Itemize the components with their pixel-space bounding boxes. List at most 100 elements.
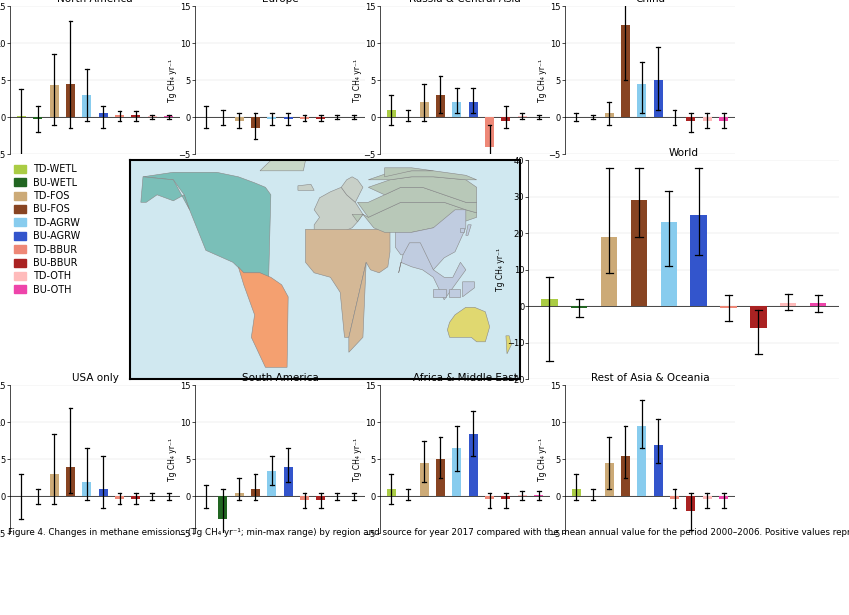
Bar [621,456,630,496]
Polygon shape [447,308,490,342]
Polygon shape [506,336,511,354]
Bar [485,496,494,499]
Bar [686,117,695,121]
Title: Africa & Middle East: Africa & Middle East [413,373,517,383]
Bar [621,25,630,117]
Y-axis label: Tg CH₄ yr⁻¹: Tg CH₄ yr⁻¹ [168,438,177,481]
Text: Figure 4. Changes in methane emissions (Tg CH₄ yr⁻¹; min-max range) by region an: Figure 4. Changes in methane emissions (… [8,528,849,537]
Bar [387,109,396,117]
Polygon shape [143,172,271,277]
Polygon shape [399,243,466,300]
Polygon shape [466,225,471,236]
Bar [719,496,728,499]
Bar [82,95,92,117]
Polygon shape [368,171,476,180]
Title: Rest of Asia & Oceania: Rest of Asia & Oceania [591,373,709,383]
Bar [810,303,826,306]
Y-axis label: Tg CH₄ yr⁻¹: Tg CH₄ yr⁻¹ [168,58,177,101]
Polygon shape [460,228,464,232]
Polygon shape [433,289,447,297]
Bar [115,115,124,117]
Bar [387,489,396,496]
Bar [284,467,293,496]
Bar [82,482,92,496]
Bar [703,117,711,121]
Polygon shape [341,177,363,202]
Bar [33,117,42,119]
Title: USA only: USA only [71,373,119,383]
Bar [419,463,429,496]
Bar [234,117,244,121]
Bar [98,489,108,496]
Polygon shape [448,289,460,297]
Bar [534,495,543,496]
Title: South America: South America [242,373,318,383]
Y-axis label: Tg CH₄ yr⁻¹: Tg CH₄ yr⁻¹ [497,248,505,292]
Bar [654,445,663,496]
Bar [638,426,646,496]
Bar [234,493,244,496]
Bar [638,84,646,117]
Bar [686,496,695,511]
Bar [66,467,75,496]
Polygon shape [396,210,466,270]
Polygon shape [260,161,306,171]
Bar [469,102,478,117]
Polygon shape [385,168,433,177]
Bar [49,85,59,117]
Bar [631,200,647,306]
Bar [502,496,510,499]
Bar [518,116,526,117]
Bar [436,459,445,496]
Title: Europe: Europe [261,0,298,4]
Polygon shape [463,282,475,297]
Bar [469,434,478,496]
Polygon shape [357,188,476,217]
Bar [132,496,140,499]
Y-axis label: Tg CH₄ yr⁻¹: Tg CH₄ yr⁻¹ [353,58,363,101]
Y-axis label: Tg CH₄ yr⁻¹: Tg CH₄ yr⁻¹ [538,58,548,101]
Y-axis label: Tg CH₄ yr⁻¹: Tg CH₄ yr⁻¹ [538,438,548,481]
Bar [453,448,461,496]
Polygon shape [298,184,314,190]
Polygon shape [239,267,288,367]
Bar [751,306,767,328]
Bar [132,115,140,117]
Bar [604,113,614,117]
Bar [300,117,309,119]
Bar [419,102,429,117]
Bar [317,117,325,119]
Bar [98,113,108,117]
Bar [17,116,26,117]
Bar [572,489,581,496]
Polygon shape [352,202,476,232]
Bar [267,470,276,496]
Bar [690,215,707,306]
Polygon shape [306,229,390,337]
Bar [317,496,325,500]
Bar [453,102,461,117]
Bar [601,237,617,306]
Bar [148,116,157,117]
Y-axis label: Tg CH₄ yr⁻¹: Tg CH₄ yr⁻¹ [353,438,363,481]
Bar [703,496,711,499]
Bar [720,306,737,308]
Bar [251,117,260,129]
Bar [66,84,75,117]
Title: China: China [635,0,665,4]
Bar [661,223,677,306]
Bar [485,117,494,147]
Bar [670,496,679,499]
Legend: TD-WETL, BU-WETL, TD-FOS, BU-FOS, TD-AGRW, BU-AGRW, TD-BBUR, BU-BBUR, TD-OTH, BU: TD-WETL, BU-WETL, TD-FOS, BU-FOS, TD-AGR… [10,161,84,299]
Bar [251,489,260,496]
Bar [267,117,276,119]
Bar [436,95,445,117]
Bar [502,117,510,121]
Title: North America: North America [57,0,132,4]
Polygon shape [141,177,189,210]
Polygon shape [314,188,363,232]
Polygon shape [349,263,366,352]
Bar [115,496,124,499]
Polygon shape [368,177,476,202]
Bar [284,117,293,119]
